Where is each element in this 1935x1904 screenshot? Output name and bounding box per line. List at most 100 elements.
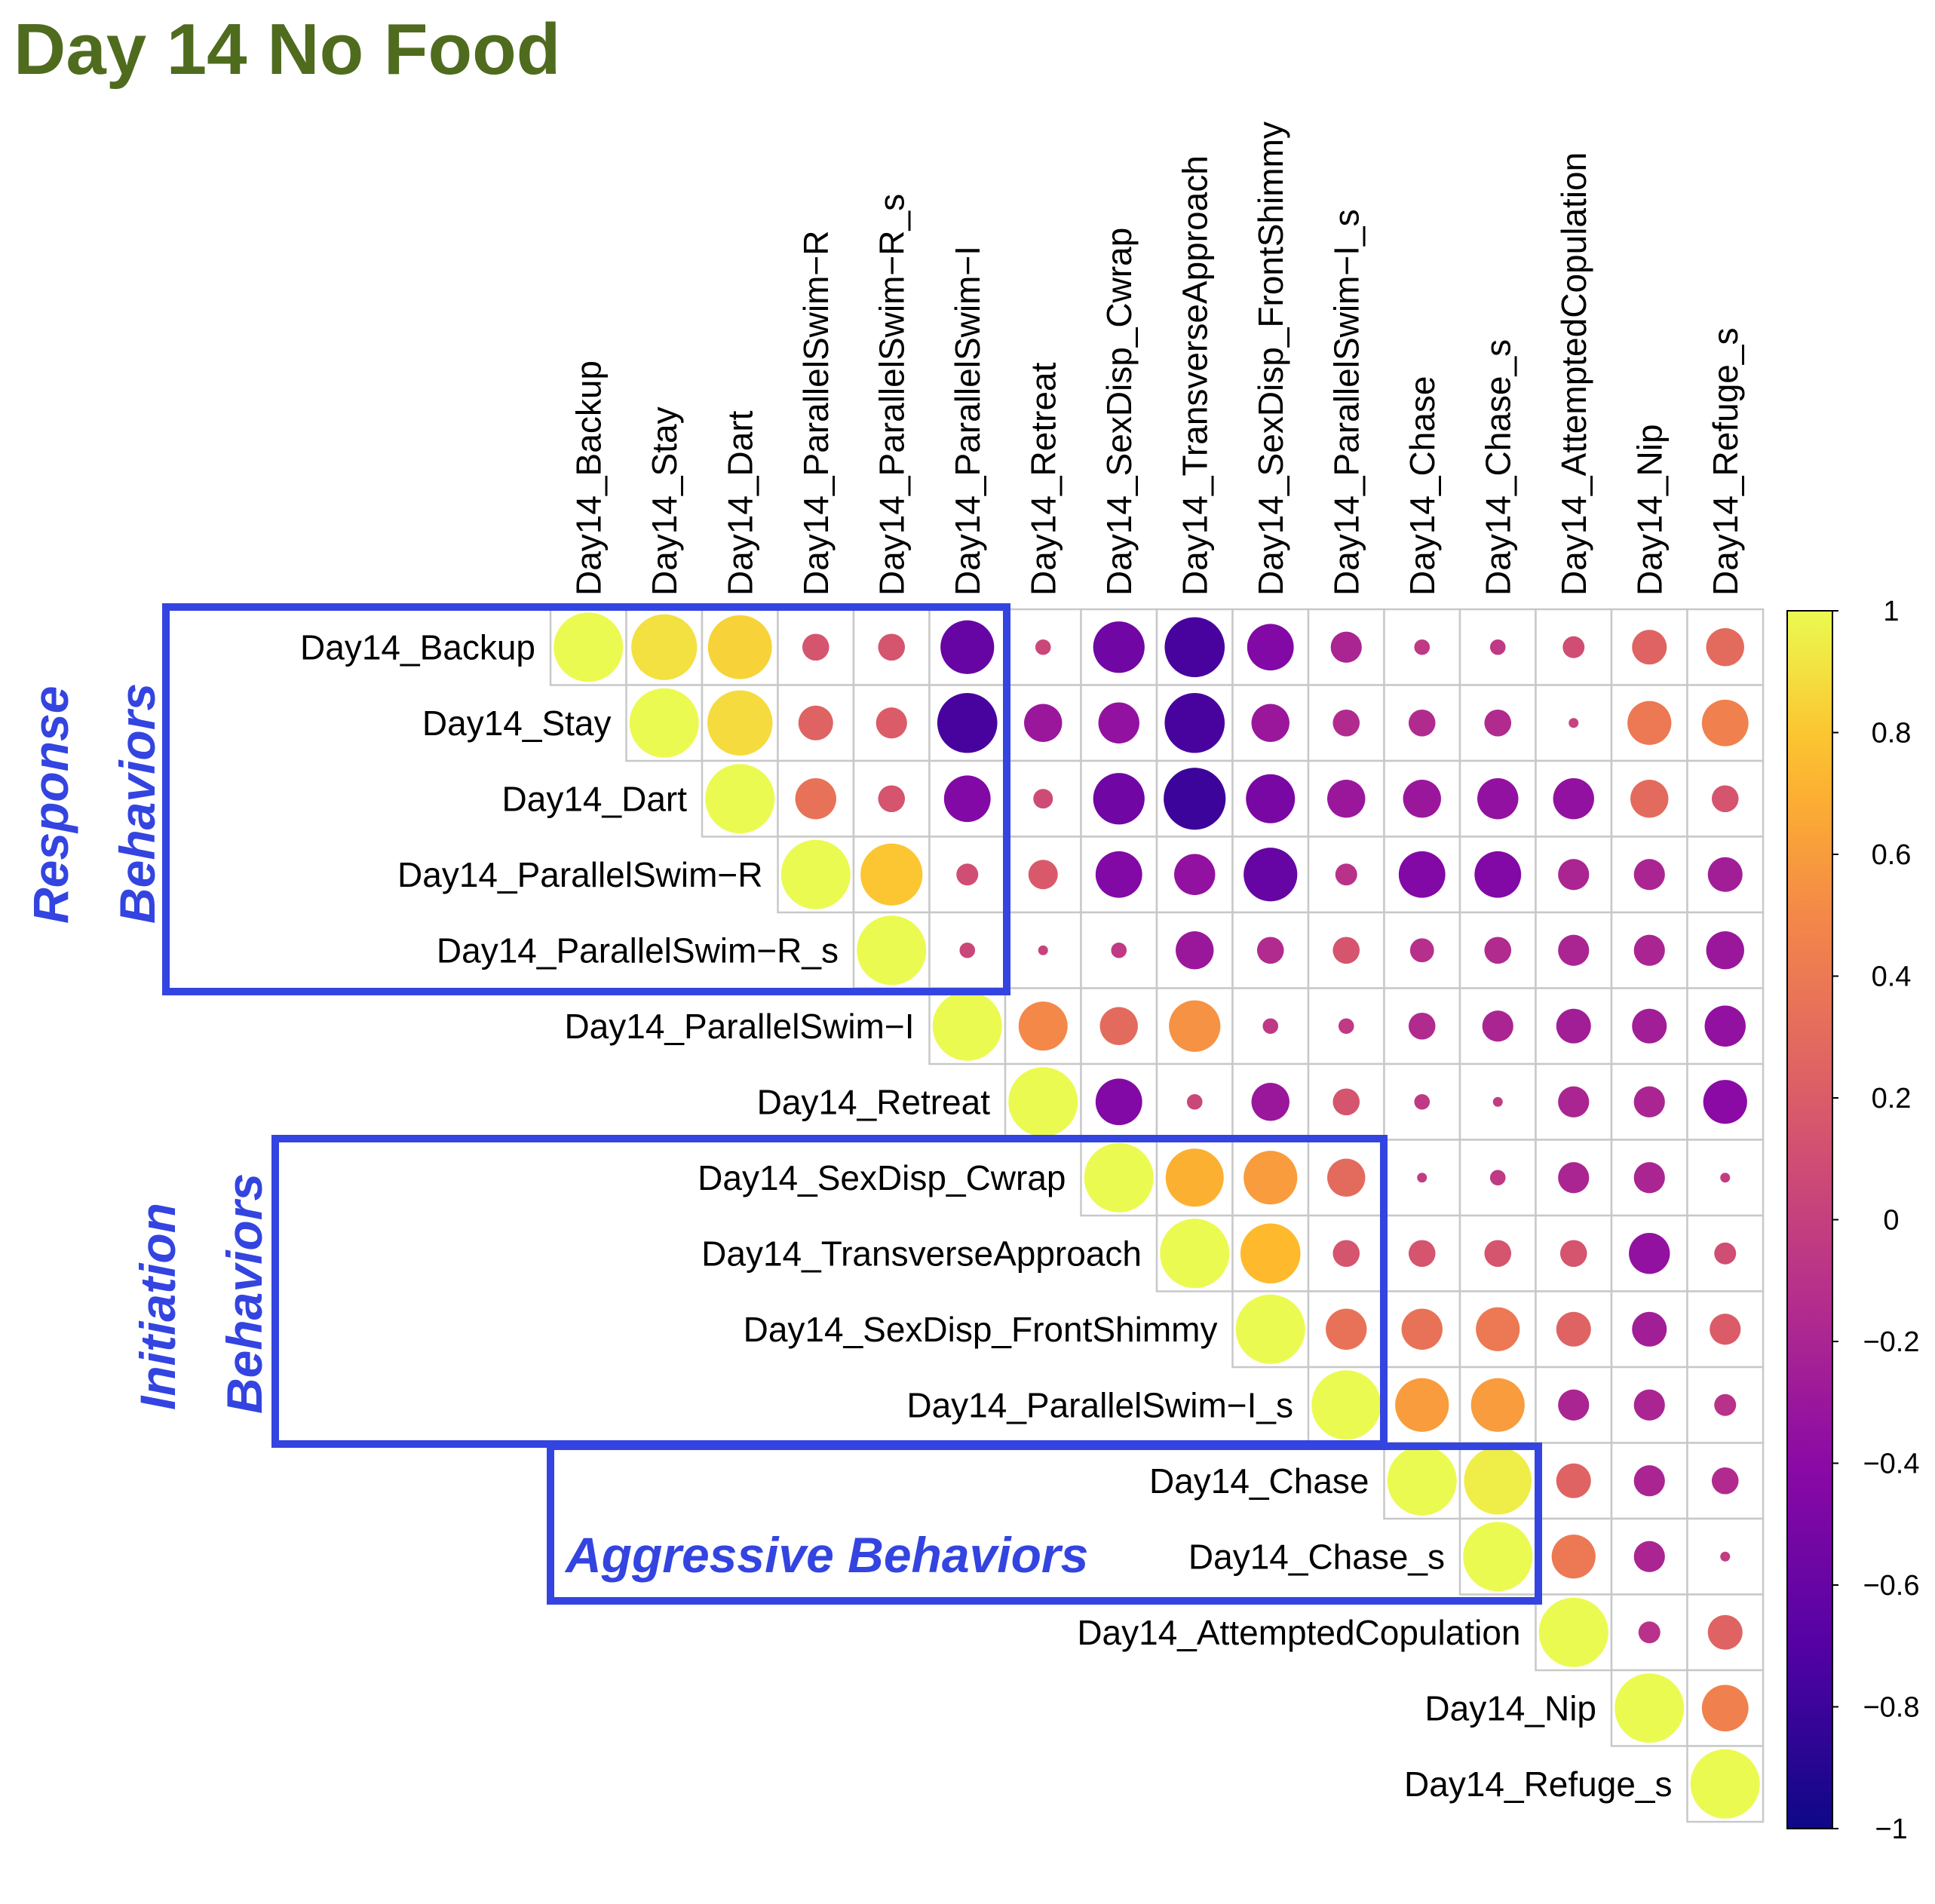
corr-circle: [1414, 639, 1431, 655]
corr-circle: [937, 692, 998, 753]
column-label: Day14_Backup: [569, 360, 608, 596]
corr-circle: [1033, 789, 1053, 809]
grid-cell: [1535, 608, 1613, 686]
corr-circle: [1093, 621, 1145, 673]
corr-circle: [1095, 1078, 1142, 1126]
corr-circle: [1327, 1158, 1366, 1197]
corr-circle: [631, 614, 698, 680]
grid-cell: [1004, 684, 1082, 762]
corr-circle: [705, 764, 775, 834]
corr-circle: [878, 785, 906, 813]
column-label: Day14_TransverseApproach: [1175, 155, 1214, 596]
corr-circle: [1484, 937, 1512, 964]
row-label: Day14_Nip: [1424, 1688, 1596, 1728]
column-label: Day14_Retreat: [1023, 362, 1063, 596]
corr-circle: [1326, 1308, 1367, 1350]
corr-circle: [1720, 1173, 1731, 1183]
corr-circle: [1556, 1463, 1591, 1498]
column-label: Day14_Stay: [645, 406, 684, 596]
corr-circle: [1084, 1142, 1154, 1213]
column-label: Day14_ParallelSwim−I_s: [1326, 209, 1366, 596]
row-label: Day14_Chase: [1149, 1461, 1369, 1501]
row-label: Day14_SexDisp_FrontShimmy: [744, 1310, 1218, 1349]
corr-circle: [1408, 1240, 1436, 1268]
corr-circle: [1176, 931, 1214, 970]
colorbar-tick-label: 0.4: [1872, 961, 1912, 993]
corr-circle: [1186, 1093, 1203, 1110]
corr-circle: [1701, 1685, 1749, 1732]
corr-circle: [1251, 704, 1289, 742]
group-label: Behaviors: [216, 1173, 272, 1414]
corr-circle: [1403, 780, 1441, 818]
corr-circle: [1707, 1614, 1743, 1650]
corr-circle: [1095, 851, 1142, 898]
corr-circle: [1638, 1621, 1661, 1644]
corr-circle: [1463, 1522, 1533, 1592]
group-label: Response: [23, 686, 78, 924]
corr-circle: [1174, 854, 1216, 895]
corr-circle: [1632, 630, 1667, 665]
corr-circle: [1633, 1389, 1665, 1421]
corr-circle: [1703, 1080, 1747, 1124]
column-label: Day14_AttemptedCopulation: [1554, 152, 1593, 596]
corr-circle: [1633, 859, 1665, 891]
row-label: Day14_Retreat: [757, 1082, 991, 1121]
colorbar-tick-label: −1: [1875, 1814, 1907, 1845]
corr-circle: [1558, 859, 1590, 891]
column-label: Day14_SexDisp_Cwrap: [1099, 228, 1139, 596]
corr-circle: [1559, 1240, 1587, 1268]
corr-circle: [1710, 1314, 1741, 1345]
corr-circle: [1035, 639, 1051, 655]
corr-circle: [860, 843, 923, 906]
corr-circle: [878, 633, 906, 661]
corr-circle: [1327, 780, 1366, 818]
corr-circle: [1489, 639, 1506, 655]
colorbar-tick-label: 0.2: [1872, 1083, 1912, 1114]
corr-circle: [1633, 934, 1665, 966]
column-label: Day14_ParallelSwim−I: [948, 246, 987, 596]
corr-circle: [1569, 718, 1579, 728]
row-labels: Day14_Backup Day14_Stay Day14_Dart Day14_Pa…: [300, 627, 1672, 1804]
corr-circle: [1251, 1083, 1289, 1121]
corr-circle: [1706, 931, 1744, 970]
column-label: Day14_ParallelSwim−R_s: [872, 194, 911, 596]
corr-circle: [1099, 1007, 1138, 1045]
corr-circle: [1387, 1446, 1457, 1516]
corr-circle: [1401, 1308, 1443, 1350]
corr-circle: [1165, 1148, 1224, 1207]
corr-circle: [1474, 851, 1522, 898]
corr-circle: [1551, 1535, 1596, 1579]
corr-circle: [1720, 1551, 1731, 1562]
row-label: Day14_Chase_s: [1188, 1537, 1445, 1576]
corr-circle: [1476, 1307, 1520, 1351]
corr-circle: [1489, 1170, 1506, 1186]
corr-circle: [1164, 692, 1225, 753]
corr-circle: [1018, 1001, 1068, 1051]
row-label: Day14_ParallelSwim−R: [397, 855, 762, 894]
group-label: Behaviors: [109, 683, 165, 924]
column-label: Day14_ParallelSwim−R: [796, 231, 836, 596]
colorbar: 1 0.8 0.6 0.4 0.2 0 −0.2 −0.4 −0.6 −0.8 −1: [1786, 596, 1920, 1845]
corr-circle: [1633, 1541, 1665, 1572]
corr-circle: [1417, 1173, 1427, 1183]
row-label: Day14_TransverseApproach: [701, 1234, 1142, 1273]
corr-circle: [1492, 1096, 1503, 1107]
corr-circle: [795, 778, 836, 820]
corr-circle: [1484, 1240, 1512, 1268]
corr-circle: [1556, 1311, 1591, 1347]
corr-circle: [707, 615, 772, 679]
corr-circle: [1408, 709, 1436, 737]
colorbar-tick-label: 0.6: [1872, 839, 1912, 871]
column-labels: Day14_Backup Day14_Stay Day14_Dart Day14_Pa…: [569, 121, 1745, 596]
corr-circle: [1633, 1162, 1665, 1194]
column-label: Day14_Refuge_s: [1706, 328, 1745, 596]
corr-circle: [802, 633, 830, 661]
corr-circle: [857, 915, 927, 986]
corr-circle: [1240, 1223, 1301, 1284]
corr-circle: [1243, 1151, 1298, 1205]
grid-cell: [1686, 1593, 1765, 1672]
corr-circle: [1701, 699, 1749, 747]
colorbar-tick-label: 1: [1883, 596, 1899, 627]
column-label: Day14_Chase: [1403, 376, 1442, 596]
corr-circle: [1562, 636, 1585, 658]
